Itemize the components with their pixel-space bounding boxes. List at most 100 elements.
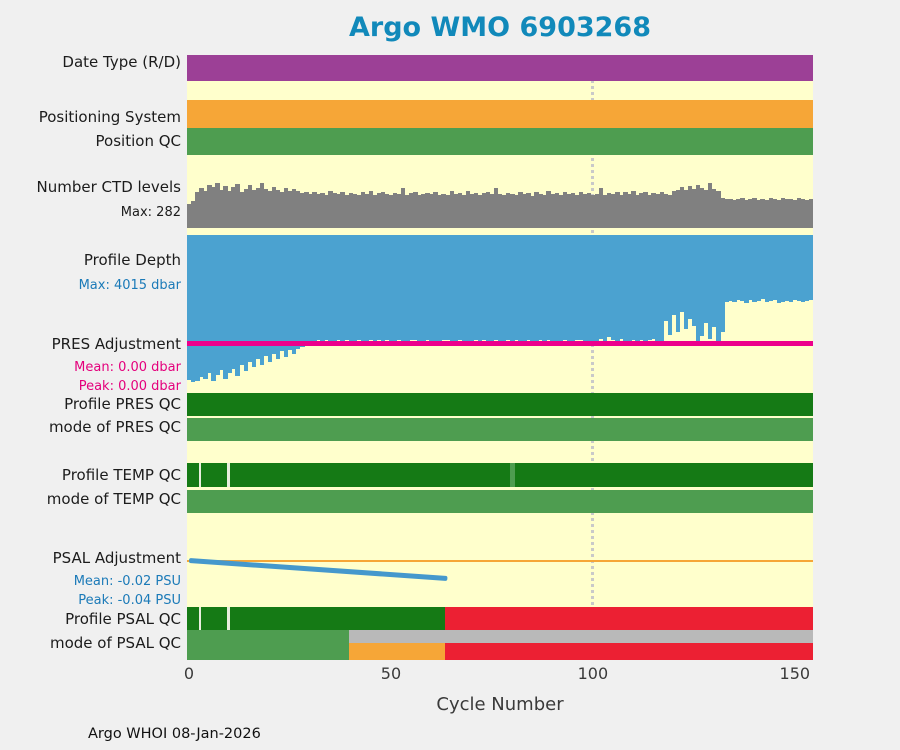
depth-bar: [421, 235, 426, 342]
ctd-bar: [546, 191, 551, 228]
ctd-bar: [271, 186, 277, 228]
depth-bar: [267, 235, 273, 362]
ctd-bar: [760, 198, 765, 228]
ctd-bar: [429, 194, 434, 228]
depth-bar: [195, 235, 200, 381]
ctd-bar: [594, 193, 600, 228]
ctd-bar: [752, 198, 757, 228]
depth-bar: [582, 235, 588, 343]
ctd-bar: [570, 193, 576, 228]
ctd-bar: [473, 192, 479, 228]
x-tick-label: 100: [577, 664, 609, 683]
ctd-bar: [219, 189, 224, 228]
ctd-bar: [687, 186, 693, 228]
ctd-bar: [489, 194, 495, 228]
ctd-bar: [441, 193, 446, 228]
depth-bar: [199, 235, 204, 377]
ctd-bar: [623, 192, 628, 228]
ctd-bar: [639, 193, 644, 228]
depth-bar: [598, 235, 604, 339]
row-mode_psal_qc-segment: [348, 643, 446, 660]
depth-bar: [736, 235, 741, 300]
depth-bar: [699, 235, 705, 336]
ctd-bar: [598, 188, 604, 228]
ctd-bar: [804, 200, 810, 228]
ctd-bar: [647, 195, 652, 228]
ctd-bar: [724, 199, 729, 228]
ctd-bar: [360, 192, 366, 228]
depth-bar: [308, 235, 313, 341]
depth-bar: [304, 235, 309, 344]
depth-bar: [594, 235, 600, 342]
ctd-bar: [413, 192, 418, 228]
depth-bar: [191, 235, 196, 382]
depth-bar: [562, 235, 568, 341]
ctd-bar: [235, 184, 240, 228]
depth-bar: [574, 235, 580, 341]
depth-bar: [748, 235, 753, 301]
ctd-bar: [384, 194, 390, 228]
ctd-bar: [578, 191, 584, 228]
ctd-bar: [433, 192, 438, 228]
ctd-bar: [255, 187, 261, 228]
row-profile_temp_qc-mark: [227, 463, 230, 487]
depth-bar: [324, 235, 329, 340]
ctd-bar: [615, 191, 620, 228]
depth-bar: [296, 235, 301, 350]
depth-bar: [506, 235, 511, 341]
depth-bar: [215, 235, 220, 375]
ctd-bar: [582, 194, 588, 228]
depth-bar: [631, 235, 636, 340]
ctd-bar: [195, 192, 200, 228]
ctd-bar: [405, 194, 410, 228]
depth-bar: [469, 235, 475, 342]
ctd-bar: [316, 193, 321, 228]
ctd-bar: [772, 199, 778, 228]
ctd-bar: [602, 194, 608, 228]
ctd-bar: [304, 192, 309, 228]
depth-bar: [332, 235, 337, 343]
label-pres-adjustment: PRES Adjustment: [51, 335, 181, 353]
depth-bar: [615, 235, 620, 342]
x-axis-ticks: 0 50 100 150: [184, 664, 813, 686]
page-title: Argo WMO 6903268: [349, 12, 651, 43]
cycle-marker-line: [591, 55, 595, 660]
ctd-bar: [328, 191, 333, 228]
ctd-bar: [352, 193, 358, 228]
ctd-bar: [445, 195, 450, 228]
ctd-bar: [409, 193, 414, 228]
label-profile-pres-qc: Profile PRES QC: [64, 395, 181, 413]
depth-bar: [211, 235, 216, 382]
ctd-bar: [425, 192, 430, 228]
depth-bar: [675, 235, 681, 333]
label-psal-mean: Mean: -0.02 PSU: [73, 574, 181, 589]
label-psal-peak: Peak: -0.04 PSU: [78, 593, 181, 608]
ctd-bar: [542, 194, 547, 228]
depth-bar: [764, 235, 769, 303]
depth-bar: [405, 235, 410, 342]
depth-bar: [784, 235, 790, 301]
depth-bar: [796, 235, 802, 302]
depth-bar: [800, 235, 806, 303]
ctd-bar: [388, 195, 394, 228]
depth-bar: [590, 235, 596, 341]
depth-bar: [372, 235, 378, 342]
ctd-bar: [695, 184, 701, 228]
ctd-bar: [493, 188, 499, 228]
depth-bar: [538, 235, 543, 341]
depth-bar: [683, 235, 689, 330]
row-psal_mid_band-segment: [187, 630, 349, 643]
depth-bar: [352, 235, 358, 341]
ctd-bar: [740, 198, 745, 228]
ctd-bar: [211, 187, 216, 228]
ctd-bar: [283, 188, 289, 228]
depth-bar: [671, 235, 677, 315]
ctd-bar: [437, 194, 442, 228]
ctd-bar: [720, 198, 725, 228]
row-positioning_system-segment: [187, 100, 814, 128]
ctd-bar: [279, 191, 285, 228]
ctd-bar: [768, 198, 773, 228]
ctd-bar: [538, 193, 543, 228]
ctd-bar: [461, 194, 467, 228]
ctd-bar: [776, 200, 782, 228]
